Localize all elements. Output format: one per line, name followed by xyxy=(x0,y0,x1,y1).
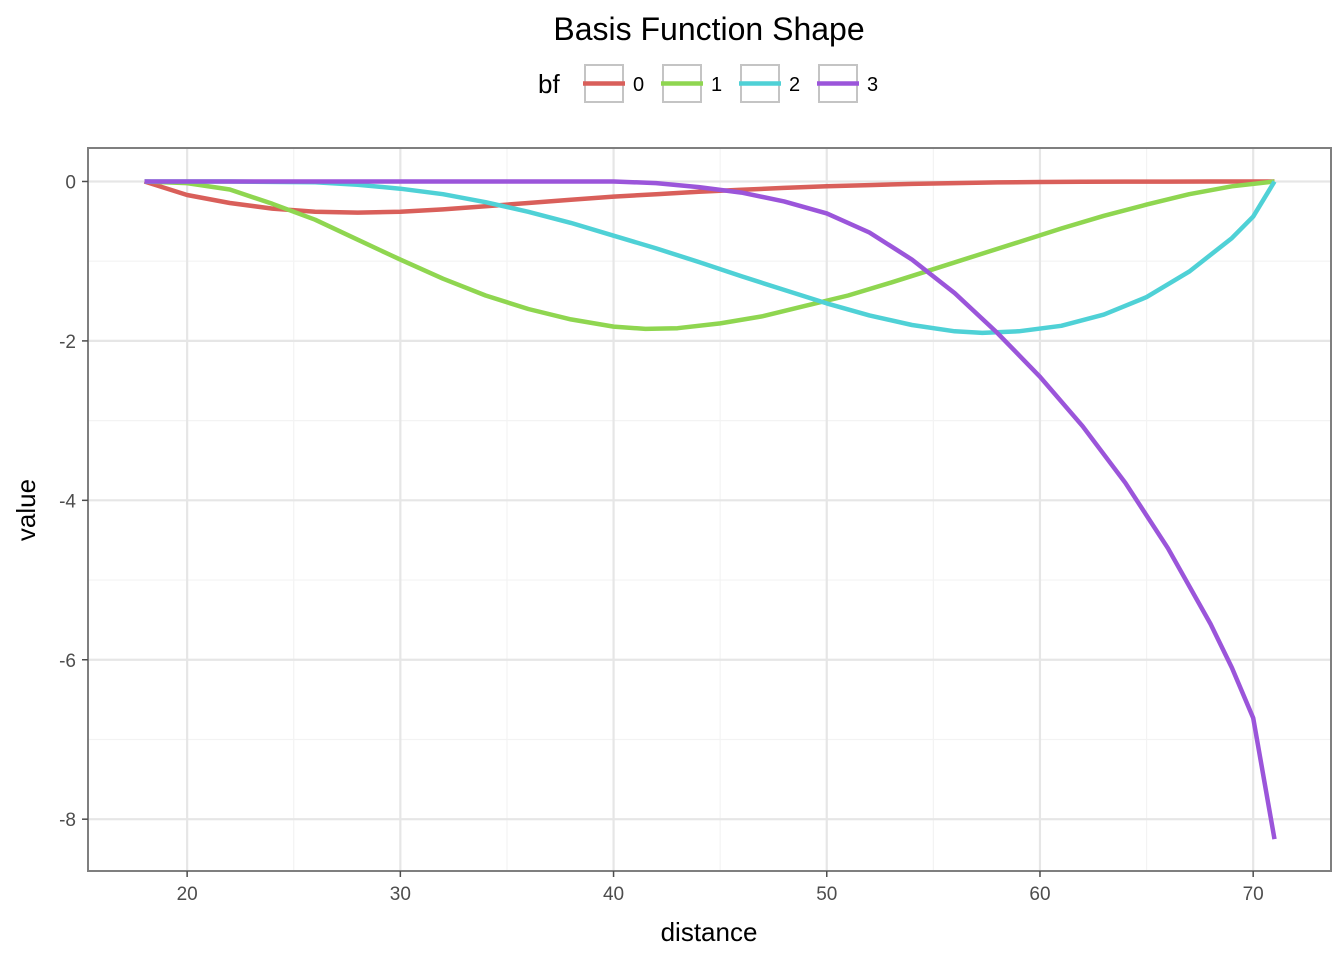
series-line-bf-3 xyxy=(144,179,1277,840)
x-tick-label: 60 xyxy=(1029,884,1050,905)
legend: bf 0 1 2 3 xyxy=(538,64,878,103)
y-tick-label: -2 xyxy=(59,332,76,353)
legend-item-bf-0: 0 xyxy=(583,64,644,103)
legend-item-bf-3: 3 xyxy=(817,64,878,103)
legend-item-bf-1: 1 xyxy=(661,64,722,103)
y-axis-ticks: 0 -2 -4 -6 -8 xyxy=(59,172,88,831)
x-tick-label: 40 xyxy=(603,884,624,905)
x-axis-ticks: 20 30 40 50 60 70 xyxy=(177,871,1264,905)
y-tick-label: -4 xyxy=(59,491,76,512)
series-line-bf-2 xyxy=(144,179,1277,336)
y-tick-label: 0 xyxy=(65,172,76,193)
series-lines xyxy=(143,179,1277,840)
x-tick-label: 50 xyxy=(816,884,837,905)
plot-area xyxy=(88,148,1331,871)
series-line-bf-1 xyxy=(144,179,1275,332)
plot-background xyxy=(88,148,1331,871)
plot-frame xyxy=(87,147,1332,872)
legend-label-bf-0: 0 xyxy=(633,74,644,96)
legend-label-bf-3: 3 xyxy=(867,74,878,96)
plot-border xyxy=(87,147,1332,872)
x-tick-label: 70 xyxy=(1243,884,1264,905)
y-tick-label: -8 xyxy=(59,810,76,831)
x-tick-label: 20 xyxy=(177,884,198,905)
y-axis-title: value xyxy=(11,479,41,541)
legend-label-bf-1: 1 xyxy=(711,74,722,96)
x-axis-title: distance xyxy=(661,917,758,947)
legend-items: 0 1 2 3 xyxy=(583,64,878,103)
chart-title: Basis Function Shape xyxy=(553,11,864,47)
legend-title: bf xyxy=(538,69,560,99)
legend-label-bf-2: 2 xyxy=(789,74,800,96)
legend-item-bf-2: 2 xyxy=(739,64,800,103)
x-tick-label: 30 xyxy=(390,884,411,905)
y-tick-label: -6 xyxy=(59,651,76,672)
